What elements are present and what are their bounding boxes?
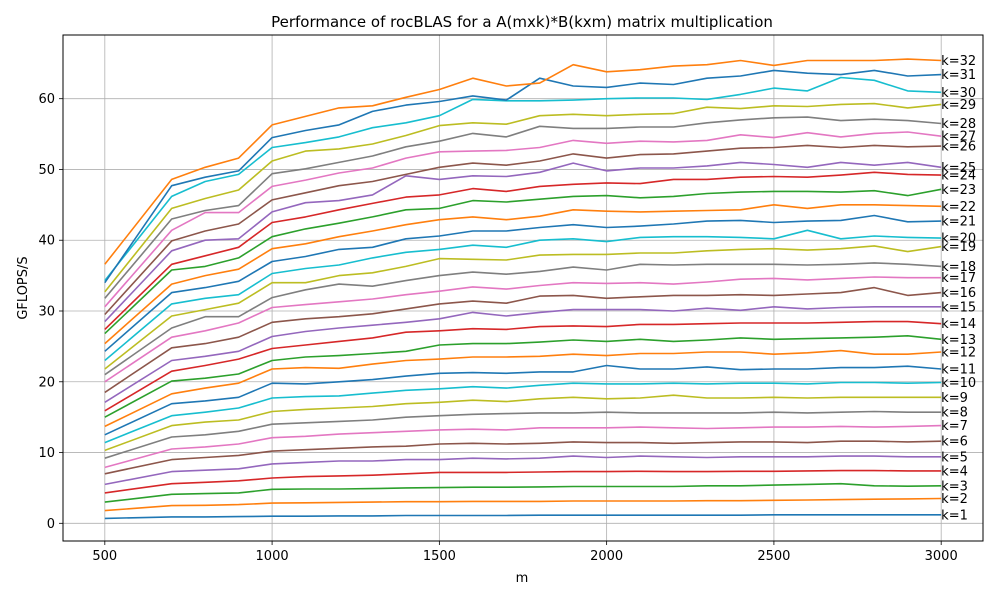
series-line-k-22	[104, 204, 942, 345]
x-tick-label: 3000	[925, 549, 958, 564]
series-label: k=27	[941, 130, 976, 145]
series-line-k-32	[104, 58, 942, 265]
series-label: k=8	[941, 406, 968, 421]
plot-frame	[62, 34, 984, 542]
series-line-k-29	[104, 102, 942, 293]
series-line-k-7	[104, 424, 942, 469]
series-label: k=6	[941, 435, 968, 450]
series-label: k=21	[941, 215, 976, 230]
series-line-k-2	[104, 497, 942, 512]
x-tick-label: 2500	[757, 549, 790, 564]
series-label: k=22	[941, 200, 976, 215]
series-line-k-18	[104, 262, 942, 376]
series-label: k=26	[941, 140, 976, 155]
series-line-k-20	[104, 229, 942, 362]
series-label: k=9	[941, 391, 968, 406]
y-axis: 0 10 20 30 40 50 60	[38, 92, 63, 532]
series-label: k=23	[941, 183, 976, 198]
series-label: k=7	[941, 419, 968, 434]
series-line-k-1	[104, 513, 942, 520]
series-label: k=28	[941, 117, 976, 132]
series-label: k=18	[941, 260, 976, 275]
series-line-k-17	[104, 276, 942, 383]
x-tick-label: 2000	[590, 549, 623, 564]
series-line-k-12	[104, 349, 942, 428]
series-line-k-8	[104, 410, 942, 459]
series-lines	[104, 58, 942, 520]
series-label: k=32	[941, 54, 976, 69]
series-line-k-19	[104, 245, 942, 370]
series-label: k=11	[941, 363, 976, 378]
series-label: k=20	[941, 232, 976, 247]
series-line-k-3	[104, 482, 942, 503]
series-label: k=19	[941, 240, 976, 255]
series-line-k-4	[104, 469, 942, 494]
series-line-k-28	[104, 116, 942, 299]
series-line-k-13	[104, 334, 942, 418]
series-label: k=17	[941, 271, 976, 286]
series-label: k=4	[941, 464, 968, 479]
series-label: k=25	[941, 161, 976, 176]
series-label: k=5	[941, 450, 968, 465]
y-tick-label: 50	[38, 163, 55, 178]
x-tick-label: 1000	[256, 549, 289, 564]
series-label: k=10	[941, 376, 976, 391]
series-line-k-5	[104, 455, 942, 486]
x-axis-title: m	[516, 571, 529, 586]
series-label: k=3	[941, 479, 968, 494]
series-label: k=15	[941, 300, 976, 315]
series-label: k=12	[941, 346, 976, 361]
series-line-k-24	[104, 171, 942, 330]
series-line-k-31	[104, 69, 942, 284]
chart-title: Performance of rocBLAS for a A(mxk)*B(kx…	[271, 13, 773, 31]
series-label: k=16	[941, 286, 976, 301]
y-tick-label: 0	[47, 517, 55, 532]
series-label: k=29	[941, 98, 976, 113]
y-axis-title: GFLOPS/S	[16, 256, 31, 319]
series-label: k=31	[941, 68, 976, 83]
x-axis: 500 1000 1500 2000 2500 3000	[92, 541, 958, 564]
series-label: k=24	[941, 169, 976, 184]
series-line-k-30	[104, 76, 942, 282]
series-line-k-23	[104, 188, 942, 335]
series-line-k-27	[104, 131, 942, 308]
series-line-k-21	[104, 214, 942, 352]
y-tick-label: 60	[38, 92, 55, 107]
series-line-k-14	[104, 320, 942, 412]
series-labels: k=1k=2k=3k=4k=5k=6k=7k=8k=9k=10k=11k=12k…	[941, 54, 976, 523]
y-tick-label: 10	[38, 446, 55, 461]
series-label: k=1	[941, 508, 968, 523]
series-label: k=14	[941, 317, 976, 332]
x-tick-label: 1500	[423, 549, 456, 564]
series-label: k=30	[941, 86, 976, 101]
series-line-k-26	[104, 144, 942, 316]
series-label: k=2	[941, 492, 968, 507]
series-line-k-10	[104, 381, 942, 444]
series-line-k-15	[104, 305, 942, 403]
series-label: k=13	[941, 333, 976, 348]
y-tick-label: 30	[38, 305, 55, 320]
series-line-k-6	[104, 440, 942, 475]
y-tick-label: 20	[38, 375, 55, 390]
x-tick-label: 500	[92, 549, 117, 564]
series-line-k-11	[104, 364, 942, 436]
series-line-k-25	[104, 161, 942, 323]
series-line-k-16	[104, 286, 942, 394]
y-tick-label: 40	[38, 234, 55, 249]
series-line-k-9	[104, 394, 942, 452]
